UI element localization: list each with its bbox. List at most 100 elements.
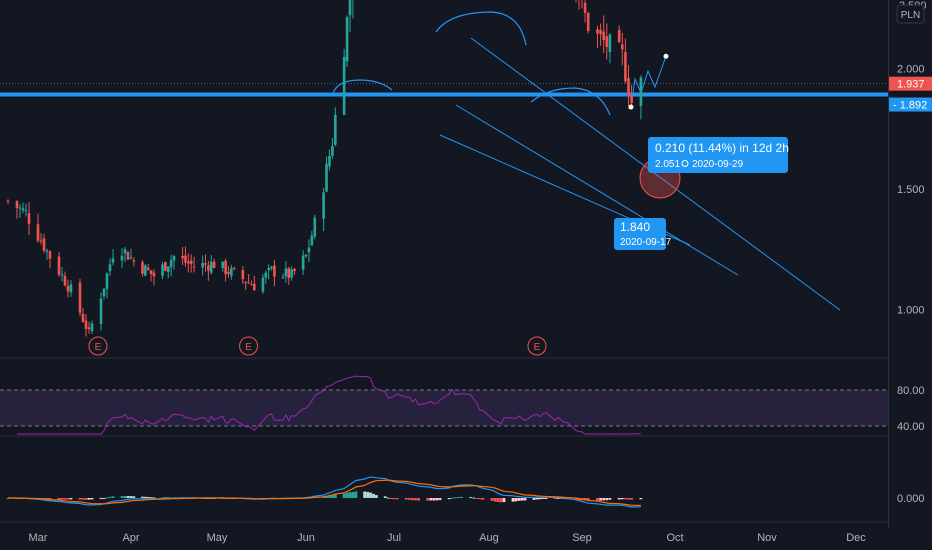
earnings-marker-label[interactable]: E [245, 342, 252, 353]
candle [348, 0, 352, 33]
candle [334, 107, 337, 147]
candle-body [207, 265, 210, 271]
measure-path[interactable] [630, 56, 667, 108]
candle-body [149, 270, 153, 274]
macd-histogram-bar [426, 498, 430, 501]
trend-line-upper[interactable] [470, 37, 841, 311]
macd-histogram-bar [69, 498, 73, 500]
macd-histogram-bar [599, 498, 602, 501]
candle [99, 292, 103, 331]
candle [307, 239, 311, 263]
macd-histogram-bar [602, 498, 606, 501]
macd-axis-tick: 0.000 [897, 493, 925, 505]
measure-point-value[interactable]: 2.051 [655, 159, 680, 170]
candle [209, 254, 213, 275]
earnings-marker-label[interactable]: E [534, 342, 541, 353]
candle [146, 263, 150, 271]
candle-body [6, 200, 10, 202]
candle-body [60, 274, 64, 276]
candle [605, 23, 609, 60]
low-callout-date[interactable]: 2020-09-17 [620, 237, 672, 248]
candle [264, 270, 268, 284]
macd-histogram-bar [502, 498, 506, 503]
time-axis-tick: Nov [757, 532, 777, 544]
trend-line-middle[interactable] [455, 104, 739, 276]
macd-histogram-bar [120, 496, 124, 498]
candle-body [602, 31, 605, 41]
low-callout[interactable]: 1.840 2020-09-17 [614, 218, 672, 250]
macd-histogram-bar [81, 498, 85, 500]
low-callout-box[interactable] [614, 218, 666, 250]
candle-body [624, 52, 627, 82]
candle [227, 266, 230, 278]
arc-top-aug[interactable] [530, 87, 611, 116]
candle-body [325, 163, 328, 192]
earnings-marker-circle[interactable] [88, 336, 108, 356]
candle [617, 25, 621, 44]
candle [342, 48, 346, 116]
macd-histogram-bar [78, 498, 82, 500]
candle-body [42, 238, 46, 251]
horizontal-level-line[interactable] [0, 92, 888, 97]
arc-top-jul[interactable] [435, 11, 527, 46]
candle [293, 267, 296, 275]
measure-label[interactable]: 0.210 (11.44%) in 12d 2h [655, 141, 789, 155]
time-axis-tick: Apr [122, 532, 139, 544]
time-axis-tick: Dec [846, 532, 866, 544]
macd-histogram-bar [372, 493, 375, 498]
candle-body [209, 261, 213, 273]
macd-histogram-bar [496, 498, 500, 503]
macd-histogram-bar [404, 498, 408, 500]
grid-lines [0, 0, 889, 528]
earnings-marker[interactable]: E [239, 336, 259, 356]
candle [241, 266, 245, 285]
candle-body [181, 256, 184, 259]
candle [81, 307, 85, 323]
low-point-dot[interactable] [628, 104, 634, 110]
macd-histogram-bar [514, 498, 518, 502]
measure-point-date[interactable]: 2020-09-29 [692, 159, 744, 170]
time-axis-tick: Aug [479, 532, 499, 544]
candle [639, 75, 643, 120]
candle [87, 321, 91, 334]
candle-body [345, 17, 349, 62]
earnings-marker-circle[interactable] [527, 336, 547, 356]
macd-histogram-bar [429, 498, 433, 501]
candle-body [284, 268, 288, 277]
rsi-axis-tick: 40.00 [897, 421, 925, 433]
arc-top-jun[interactable] [332, 79, 393, 94]
candle [273, 259, 276, 287]
macd-histogram-bar [102, 498, 106, 499]
candle [253, 275, 256, 291]
candle-body [87, 327, 91, 329]
earnings-marker[interactable]: E [527, 336, 547, 356]
candle [108, 258, 112, 276]
measure-callout[interactable]: 0.210 (11.44%) in 12d 2h 2.051 2020-09-29 [648, 137, 789, 173]
candle-body [621, 44, 624, 50]
candlestick-series [6, 0, 643, 337]
candle-body [301, 255, 305, 270]
candle-body [227, 271, 230, 274]
earnings-marker-circle[interactable] [239, 336, 259, 356]
macd-histogram-bar [535, 498, 539, 500]
candle [120, 248, 124, 268]
high-point-dot[interactable] [663, 53, 669, 59]
candle [207, 260, 210, 281]
macd-histogram-bar [333, 494, 337, 498]
macd-histogram-bar [351, 491, 355, 498]
low-callout-value[interactable]: 1.840 [620, 220, 650, 234]
candle-body [342, 57, 346, 115]
earnings-marker[interactable]: E [88, 336, 108, 356]
candle [244, 281, 248, 290]
macd-histogram-bar [348, 492, 352, 498]
candle-body [586, 12, 590, 31]
macd-histogram-bar [143, 496, 147, 498]
macd-histogram-bar [383, 496, 387, 498]
macd-histogram-bar [472, 497, 476, 499]
annotations[interactable]: E E E 0.210 (11.44%) in 12d 2h 2.051 2020-09-… [88, 137, 789, 356]
macd-histogram-bar [60, 498, 64, 500]
macd-histogram-bar [493, 498, 497, 502]
measure-callout-box[interactable] [648, 137, 788, 173]
earnings-marker-label[interactable]: E [95, 342, 102, 353]
candle [132, 257, 136, 267]
